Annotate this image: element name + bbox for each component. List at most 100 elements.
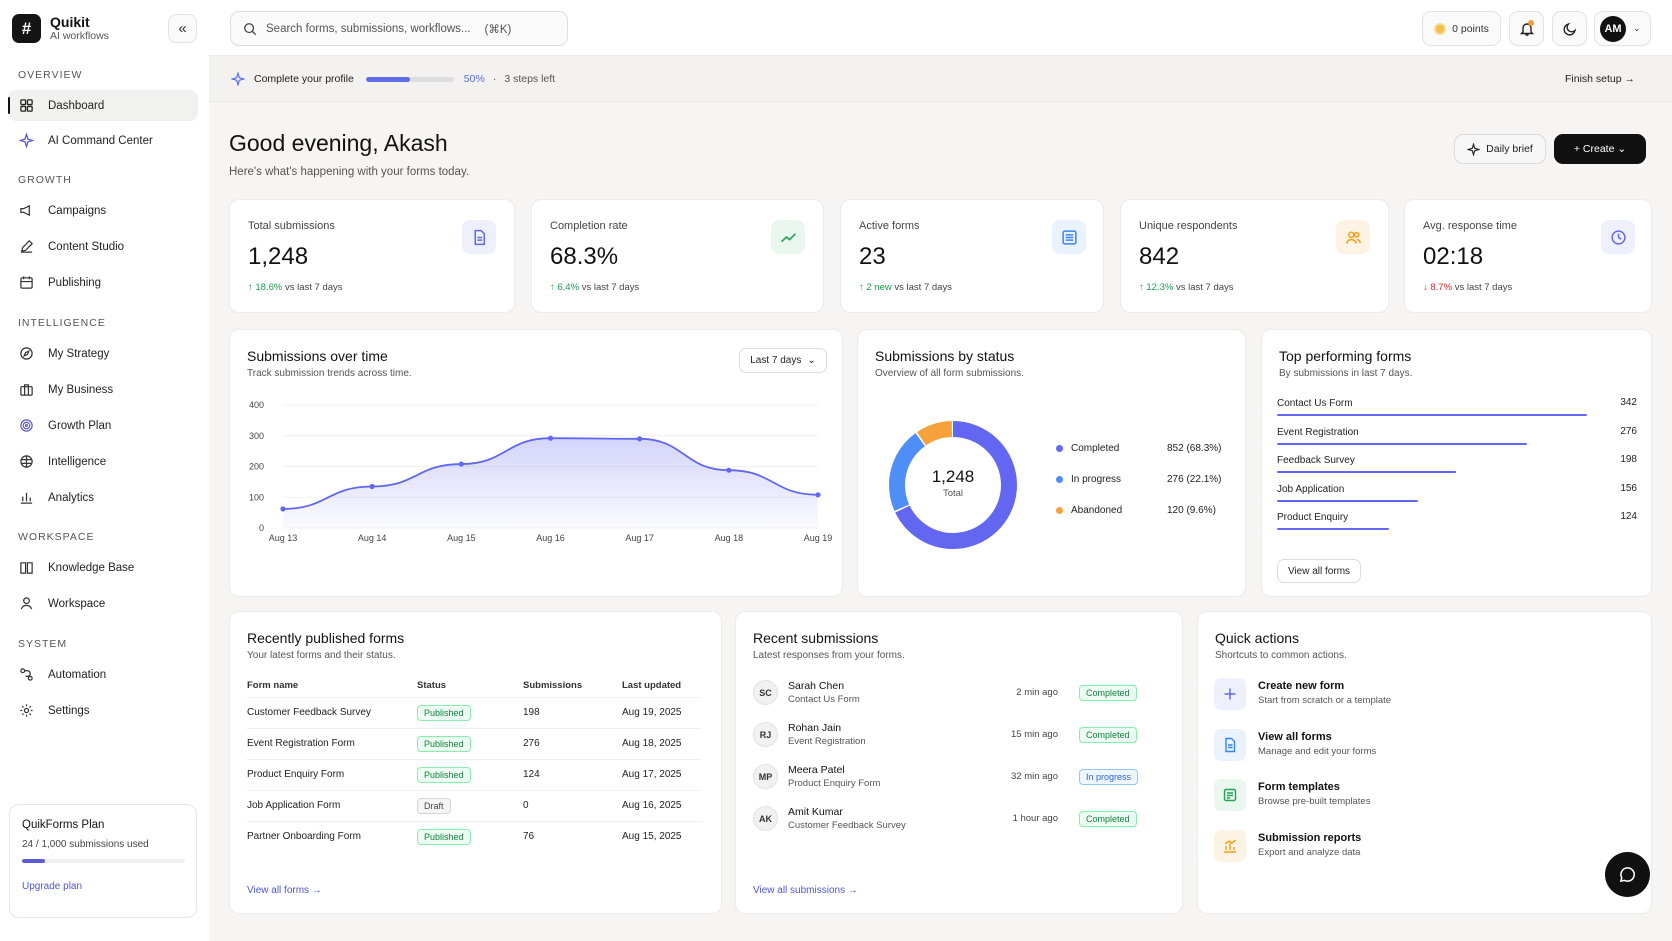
chevron-down-icon: ⌄ <box>1633 23 1641 33</box>
points-badge[interactable]: 0 points <box>1422 11 1501 46</box>
data-point <box>458 461 464 467</box>
y-tick-label: 100 <box>249 492 264 502</box>
kpi-card-unique-respondents: Unique respondents 842 ↑ 12.3% vs last 7… <box>1120 199 1389 313</box>
finish-setup-link[interactable]: Finish setup → <box>1565 73 1636 85</box>
chat-button[interactable] <box>1605 852 1650 897</box>
search-shortcut: (⌘K) <box>484 23 512 36</box>
quick-action-create-new-form[interactable]: Create new form Start from scratch or a … <box>1214 678 1594 714</box>
theme-toggle-button[interactable] <box>1552 11 1587 46</box>
card-title: Recent submissions <box>753 630 879 646</box>
last-updated: Aug 18, 2025 <box>622 727 702 759</box>
quick-action-form-templates[interactable]: Form templates Browse pre-built template… <box>1214 779 1594 815</box>
status-badge: Draft <box>417 797 451 814</box>
sidebar-item-ai-command-center[interactable]: AI Command Center <box>8 125 198 156</box>
create-button[interactable]: + Create ⌄ <box>1554 134 1646 164</box>
status-donut-chart <box>889 421 1017 549</box>
status-badge: Completed <box>1079 811 1137 827</box>
column-header: Submissions <box>523 679 583 691</box>
sidebar-item-label: Dashboard <box>48 99 105 112</box>
nav-section-workspace: WORKSPACE <box>18 531 95 543</box>
last-updated: Aug 17, 2025 <box>622 758 702 790</box>
sidebar-item-settings[interactable]: Settings <box>8 695 198 726</box>
list-item[interactable]: AK Amit Kumar Customer Feedback Survey 1 ho… <box>753 802 1143 836</box>
target-icon <box>18 418 34 434</box>
notifications-button[interactable] <box>1509 11 1544 46</box>
quick-action-subtitle: Manage and edit your forms <box>1258 746 1377 757</box>
last-updated: Aug 15, 2025 <box>622 820 702 852</box>
submissions-count: 0 <box>523 789 622 821</box>
sidebar-item-knowledge-base[interactable]: Knowledge Base <box>8 552 198 583</box>
nav-section-system: SYSTEM <box>18 638 68 650</box>
sidebar-item-label: Campaigns <box>48 204 107 217</box>
sidebar-item-analytics[interactable]: Analytics <box>8 482 198 513</box>
double-chevron-left-icon: « <box>178 20 187 37</box>
top-form-value: 156 <box>1620 482 1637 494</box>
recent-forms-table: Form name Status Submissions Last update… <box>247 674 702 852</box>
x-tick-label: Aug 15 <box>447 533 476 543</box>
view-all-forms-link[interactable]: View all forms → <box>247 885 322 896</box>
list-item[interactable]: MP Meera Patel Product Enquiry Form 32 min … <box>753 760 1143 794</box>
table-row[interactable]: Event Registration Form Published 276 Aug 1… <box>247 727 702 759</box>
sidebar-item-my-business[interactable]: My Business <box>8 374 198 405</box>
report-chart-icon <box>1214 830 1246 862</box>
profile-completion-bar: Complete your profile 50% · 3 steps left… <box>209 56 1672 102</box>
upgrade-plan-link[interactable]: Upgrade plan <box>22 881 83 892</box>
profile-progress-fill <box>365 76 410 82</box>
user-menu-button[interactable]: AM ⌄ <box>1594 11 1651 46</box>
kpi-label: Unique respondents <box>1139 220 1238 232</box>
topbar: Search forms, submissions, workflows... … <box>209 0 1672 56</box>
quick-action-submission-reports[interactable]: Submission reports Export and analyze da… <box>1214 830 1594 866</box>
last-updated: Aug 16, 2025 <box>622 789 702 821</box>
view-all-submissions-link[interactable]: View all submissions → <box>753 885 858 896</box>
search-input[interactable]: Search forms, submissions, workflows... … <box>230 11 568 46</box>
table-row[interactable]: Partner Onboarding Form Published 76 Aug 15… <box>247 820 702 852</box>
sidebar-item-automation[interactable]: Automation <box>8 659 198 690</box>
form-name: Customer Feedback Survey <box>788 820 906 831</box>
list-item[interactable]: SC Sarah Chen Contact Us Form 2 min ago Comp… <box>753 676 1143 710</box>
brand-logo: # <box>12 14 41 43</box>
pen-icon <box>18 239 34 255</box>
sidebar-item-publishing[interactable]: Publishing <box>8 267 198 298</box>
top-form-value: 198 <box>1620 454 1637 465</box>
quick-action-title: View all forms <box>1258 731 1332 743</box>
x-tick-label: Aug 18 <box>715 533 744 543</box>
recent-forms-card: Recently published forms Your latest for… <box>229 611 722 914</box>
profile-separator: · <box>492 73 497 85</box>
search-placeholder: Search forms, submissions, workflows... <box>266 22 471 35</box>
table-row[interactable]: Customer Feedback Survey Published 198 Aug … <box>247 696 702 728</box>
daily-brief-button[interactable]: Daily brief <box>1454 134 1546 164</box>
top-form-bar <box>1277 499 1419 502</box>
top-form-name: Event Registration <box>1277 426 1359 438</box>
sidebar-item-intelligence[interactable]: Intelligence <box>8 446 198 477</box>
sidebar-item-campaigns[interactable]: Campaigns <box>8 195 198 226</box>
sidebar-item-my-strategy[interactable]: My Strategy <box>8 338 198 369</box>
sidebar-item-label: Publishing <box>48 276 102 289</box>
kpi-value: 68.3% <box>550 243 619 270</box>
list-item[interactable]: RJ Rohan Jain Event Registration 15 min ago… <box>753 718 1143 752</box>
kpi-delta: ↑ 18.6% vs last 7 days <box>248 282 343 293</box>
sidebar-item-content-studio[interactable]: Content Studio <box>8 231 198 262</box>
data-point <box>547 435 554 441</box>
status-badge: Published <box>417 766 471 783</box>
view-all-forms-button[interactable]: View all forms <box>1277 559 1361 583</box>
quick-action-title: Form templates <box>1258 781 1340 793</box>
sparkle-icon <box>231 72 245 86</box>
collapse-sidebar-button[interactable]: « <box>168 14 197 43</box>
form-name: Event Registration Form <box>247 727 417 759</box>
plan-title: QuikForms Plan <box>22 819 105 831</box>
kpi-value: 1,248 <box>248 243 309 270</box>
submissions-over-time-card: Submissions over time Track submission t… <box>229 329 843 597</box>
sidebar-item-workspace[interactable]: Workspace <box>8 588 198 619</box>
table-row[interactable]: Product Enquiry Form Published 124 Aug 17, … <box>247 758 702 790</box>
card-subtitle: Your latest forms and their status. <box>247 650 396 661</box>
date-range-select[interactable]: Last 7 days ⌄ <box>739 348 827 373</box>
kpi-label: Active forms <box>859 220 920 232</box>
table-row[interactable]: Job Application Form Draft 0 Aug 16, 2025 <box>247 789 702 821</box>
quick-action-view-all-forms[interactable]: View all forms Manage and edit your form… <box>1214 729 1594 765</box>
users-icon <box>1336 220 1370 254</box>
brand-name: Quikit <box>50 14 90 30</box>
sidebar-item-growth-plan[interactable]: Growth Plan <box>8 410 198 441</box>
sidebar-item-dashboard[interactable]: Dashboard <box>8 90 198 121</box>
megaphone-icon <box>18 203 34 219</box>
brand[interactable]: # Quikit AI workflows <box>12 14 109 43</box>
